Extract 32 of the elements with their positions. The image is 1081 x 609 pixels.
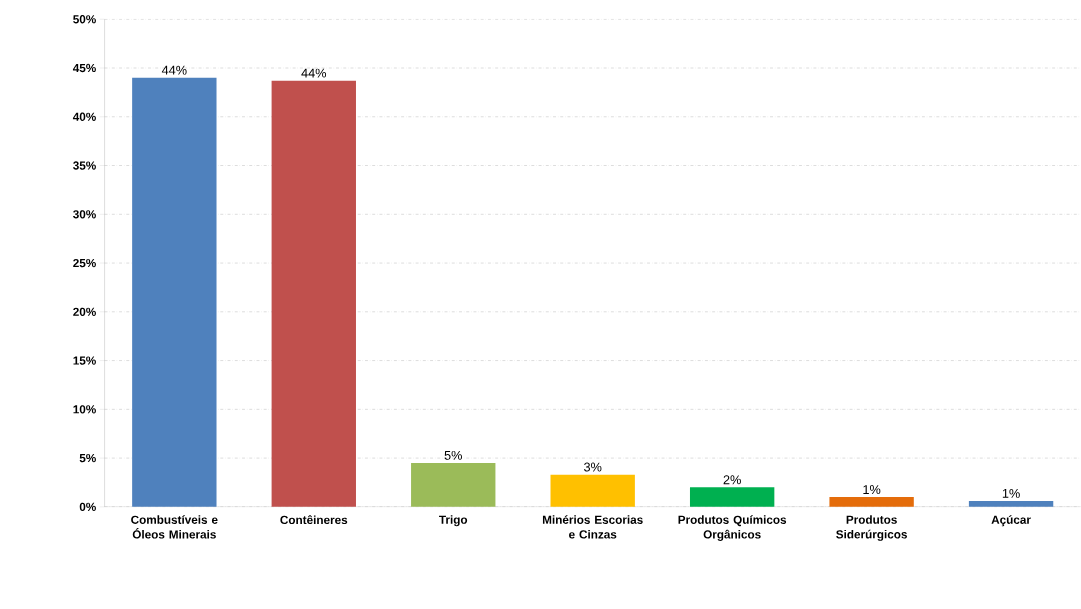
bar xyxy=(968,500,1054,507)
data-label: 44% xyxy=(161,65,187,75)
y-tick-label: 30% xyxy=(73,210,96,219)
y-tick-label: 50% xyxy=(73,14,96,24)
y-tick-label: 40% xyxy=(72,112,96,121)
y-tick-label: 25% xyxy=(73,258,96,268)
x-tick-label: Trigo xyxy=(439,515,468,527)
y-tick-label: 35% xyxy=(73,161,96,170)
bar xyxy=(829,496,914,507)
y-tick-label: 15% xyxy=(73,356,96,365)
data-label: 2% xyxy=(723,475,741,485)
data-label: 1% xyxy=(863,484,881,494)
x-tick-label: Minérios Escorias e Cinzas xyxy=(542,515,643,539)
x-tick-label: Açúcar xyxy=(991,515,1031,527)
data-label: 1% xyxy=(1002,488,1020,498)
x-tick-label: Contêineres xyxy=(280,515,348,524)
bar xyxy=(271,80,356,507)
bar xyxy=(411,462,496,507)
data-label: 5% xyxy=(444,450,462,460)
y-tick-label: 10% xyxy=(73,405,96,414)
bar xyxy=(132,77,217,507)
data-label: 44% xyxy=(301,68,327,78)
x-tick-label: Produtos Químicos Orgânicos xyxy=(678,515,787,541)
y-tick-label: 5% xyxy=(79,453,96,463)
x-tick-label: Combustíveis e Óleos Minerais xyxy=(131,515,218,539)
data-label: 3% xyxy=(584,462,602,472)
bar xyxy=(550,474,635,507)
y-tick-label: 0% xyxy=(79,502,96,511)
y-tick-label: 20% xyxy=(73,307,96,316)
bar xyxy=(689,487,775,507)
y-tick-label: 45% xyxy=(72,63,96,73)
x-tick-label: Produtos Siderúrgicos xyxy=(836,515,907,541)
